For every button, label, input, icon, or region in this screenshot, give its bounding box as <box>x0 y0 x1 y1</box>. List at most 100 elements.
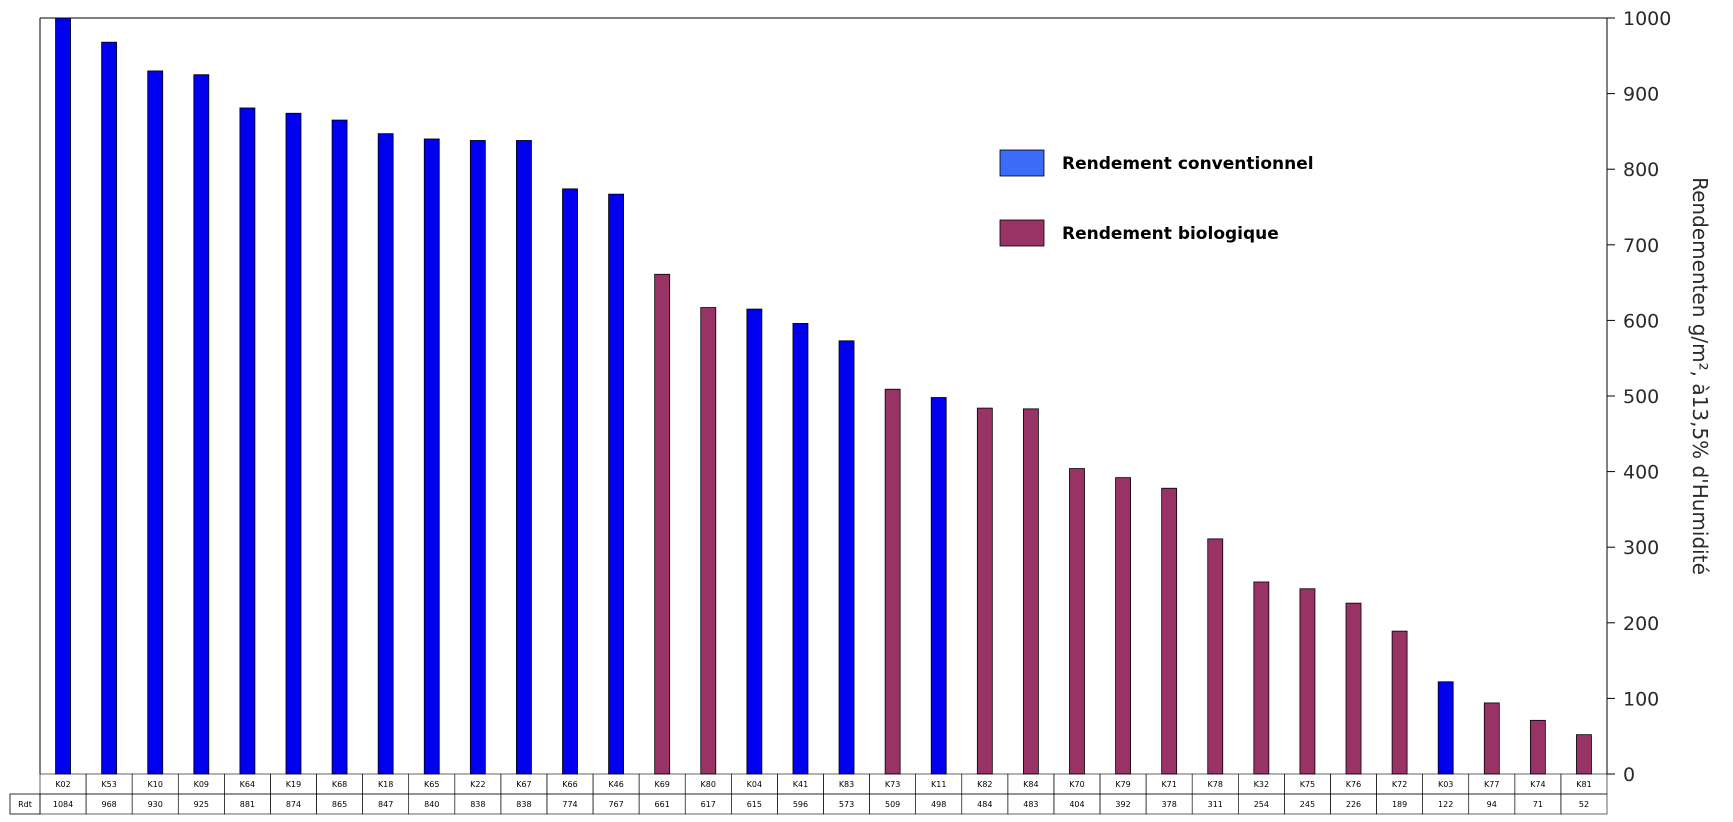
category-label: K69 <box>654 780 669 789</box>
category-label: K83 <box>839 780 854 789</box>
data-label: 378 <box>1162 800 1177 809</box>
y-tick-label: 600 <box>1623 310 1659 332</box>
data-label: 617 <box>701 800 716 809</box>
legend: Rendement conventionnel Rendement biologi… <box>1000 150 1314 246</box>
bar-K83 <box>839 341 854 774</box>
bar-K80 <box>701 308 716 774</box>
data-label: 840 <box>424 800 439 809</box>
category-label: K77 <box>1484 780 1499 789</box>
category-label: K64 <box>240 780 255 789</box>
data-label: 930 <box>148 800 163 809</box>
data-label: 874 <box>286 800 301 809</box>
data-label: 774 <box>562 800 577 809</box>
category-label: K78 <box>1208 780 1223 789</box>
y-tick-label: 700 <box>1623 235 1659 257</box>
bar-K77 <box>1484 703 1499 774</box>
data-label: 245 <box>1300 800 1315 809</box>
data-label: 94 <box>1487 800 1497 809</box>
bar-K11 <box>931 398 946 774</box>
bar-K02 <box>56 18 71 774</box>
y-tick-label: 500 <box>1623 386 1659 408</box>
y-tick-label: 100 <box>1623 688 1659 710</box>
data-label: 483 <box>1023 800 1038 809</box>
y-tick-label: 0 <box>1623 764 1635 786</box>
data-label: 661 <box>655 800 670 809</box>
data-label: 404 <box>1069 800 1084 809</box>
data-label: 767 <box>608 800 623 809</box>
y-axis: 0 100 200 300 400 500 600 700 800 900 1000 <box>1607 8 1671 786</box>
data-label: 71 <box>1533 800 1543 809</box>
category-label: K68 <box>332 780 347 789</box>
bar-K78 <box>1208 539 1223 774</box>
bar-K73 <box>885 389 900 774</box>
data-label: 392 <box>1115 800 1130 809</box>
data-label: 865 <box>332 800 347 809</box>
data-label: 881 <box>240 800 255 809</box>
data-label: 189 <box>1392 800 1407 809</box>
data-label: 52 <box>1579 800 1589 809</box>
category-label: K67 <box>516 780 531 789</box>
data-label: 838 <box>470 800 485 809</box>
data-label: 498 <box>931 800 946 809</box>
bar-K03 <box>1438 682 1453 774</box>
data-label: 596 <box>793 800 808 809</box>
data-label: 509 <box>885 800 900 809</box>
data-label: 925 <box>194 800 209 809</box>
bar-K04 <box>747 309 762 774</box>
data-label: 484 <box>977 800 992 809</box>
category-label: K10 <box>148 780 163 789</box>
bar-K84 <box>1023 409 1038 774</box>
data-label: 226 <box>1346 800 1361 809</box>
legend-swatch-conv <box>1000 150 1044 176</box>
bar-K68 <box>332 120 347 774</box>
bar-K66 <box>563 189 578 774</box>
data-label: 254 <box>1254 800 1269 809</box>
y-tick-label: 900 <box>1623 84 1659 106</box>
category-label: K70 <box>1069 780 1084 789</box>
category-label: K71 <box>1161 780 1176 789</box>
plot-area <box>40 18 1607 774</box>
data-label: 838 <box>516 800 531 809</box>
category-label: K72 <box>1392 780 1407 789</box>
bar-K81 <box>1576 735 1591 774</box>
category-label: K11 <box>931 780 946 789</box>
data-label: 573 <box>839 800 854 809</box>
category-label: K75 <box>1300 780 1315 789</box>
category-label: K09 <box>194 780 209 789</box>
bar-K70 <box>1069 469 1084 774</box>
bar-K18 <box>378 134 393 774</box>
category-label: K81 <box>1576 780 1591 789</box>
data-label: 1084 <box>53 800 73 809</box>
category-label: K19 <box>286 780 301 789</box>
bar-K22 <box>470 140 485 774</box>
bar-K46 <box>609 194 624 774</box>
y-tick-label: 400 <box>1623 462 1659 484</box>
category-label: K22 <box>470 780 485 789</box>
category-label: K79 <box>1115 780 1130 789</box>
bar-K53 <box>102 42 117 774</box>
bar-K82 <box>977 408 992 774</box>
bar-K71 <box>1162 488 1177 774</box>
y-tick-label: 1000 <box>1623 8 1671 30</box>
category-label: K53 <box>101 780 116 789</box>
legend-label-conv: Rendement conventionnel <box>1062 154 1314 174</box>
category-label: K73 <box>885 780 900 789</box>
category-label: K82 <box>977 780 992 789</box>
y-tick-label: 200 <box>1623 613 1659 635</box>
table-row-label: Rdt <box>18 800 32 809</box>
bar-K67 <box>516 140 531 774</box>
y-tick-label: 800 <box>1623 159 1659 181</box>
legend-swatch-bio <box>1000 220 1044 246</box>
data-label: 311 <box>1208 800 1223 809</box>
category-label: K74 <box>1530 780 1545 789</box>
bar-K19 <box>286 113 301 774</box>
data-label: 847 <box>378 800 393 809</box>
legend-label-bio: Rendement biologique <box>1062 224 1279 244</box>
category-label: K46 <box>608 780 623 789</box>
category-label: K80 <box>701 780 716 789</box>
bar-K69 <box>655 274 670 774</box>
y-axis-title: Rendementen g/m², à13,5% d'Humidité <box>1688 177 1712 575</box>
bar-K64 <box>240 108 255 774</box>
